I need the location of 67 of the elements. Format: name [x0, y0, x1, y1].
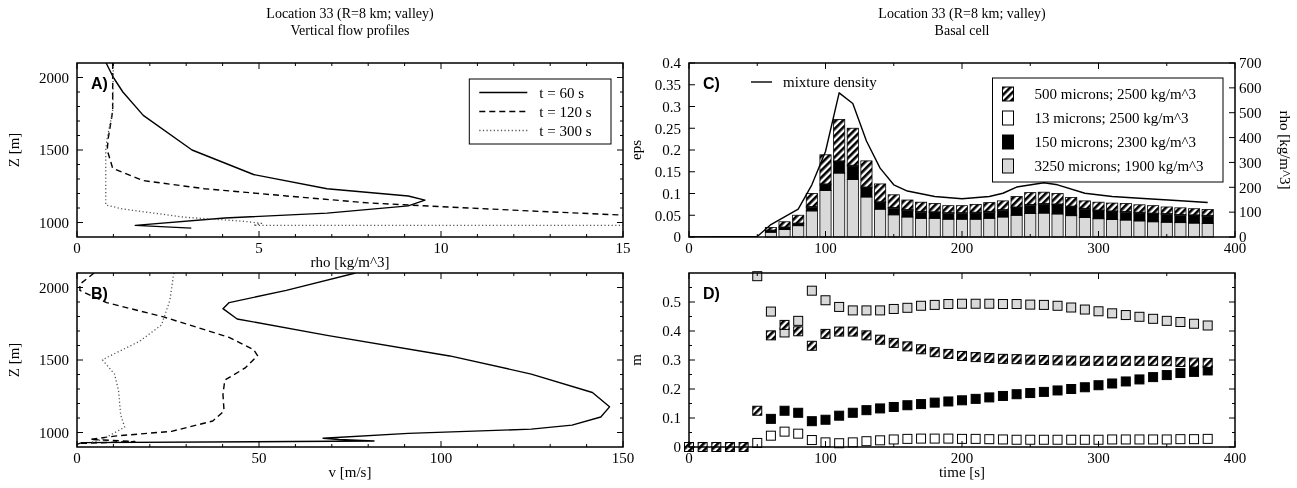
y-tick-label: 0.5 — [662, 294, 681, 311]
y-axis-title: Z [m] — [6, 132, 22, 168]
x-axis-title: rho [kg/m^3] — [310, 254, 390, 270]
legend-label: 150 microns; 2300 kg/m^3 — [1034, 134, 1197, 151]
y2-tick-label: 400 — [1239, 129, 1262, 146]
x-tick-label: 5 — [255, 240, 263, 256]
annotation: B) — [91, 285, 108, 302]
y-tick-label: 0.2 — [662, 381, 681, 398]
chart-title: Location 33 (R=8 km; valley) — [878, 6, 1046, 22]
x-tick-label: 200 — [950, 240, 974, 256]
y-tick-label: 1000 — [39, 424, 69, 441]
x-tick-label: 100 — [814, 450, 837, 466]
x-tick-label: 0 — [73, 240, 81, 256]
legend-label: mixture density — [783, 74, 878, 91]
x-axis-title: time [s] — [938, 464, 986, 480]
y-tick-label: 0.35 — [654, 77, 681, 93]
y-axis-title: m — [628, 353, 644, 366]
y-tick-label: 0.25 — [654, 120, 681, 137]
annotation: C) — [703, 75, 720, 92]
y-tick-label: 2000 — [39, 279, 69, 296]
x-axis-title: v [m/s] — [328, 464, 372, 480]
y2-tick-label: 200 — [1239, 179, 1262, 196]
legend-label: t = 120 s — [539, 103, 592, 120]
y2-axis-title: rho [kg/m^3] — [1277, 110, 1293, 190]
legend-label: t = 60 s — [539, 84, 585, 101]
x-tick-label: 50 — [251, 450, 267, 466]
y-tick-label: 0.1 — [662, 410, 681, 427]
y2-tick-label: 300 — [1239, 154, 1262, 171]
x-tick-label: 10 — [433, 240, 449, 256]
y-axis-title: eps — [628, 139, 644, 160]
y-tick-label: 2000 — [39, 69, 69, 86]
x-tick-label: 200 — [950, 450, 974, 466]
y2-tick-label: 600 — [1239, 80, 1262, 97]
x-tick-label: 15 — [615, 240, 631, 256]
x-tick-label: 150 — [611, 450, 635, 466]
x-tick-label: 300 — [1087, 240, 1110, 256]
chart-title: Location 33 (R=8 km; valley) — [266, 6, 434, 22]
x-tick-label: 300 — [1087, 450, 1110, 466]
legend-label: 13 microns; 2500 kg/m^3 — [1034, 110, 1189, 127]
legend-label: 3250 microns; 1900 kg/m^3 — [1034, 158, 1204, 175]
chart-subtitle: Basal cell — [934, 23, 990, 38]
y-tick-label: 0.3 — [662, 352, 681, 369]
chart-subtitle: Vertical flow profiles — [290, 23, 410, 38]
annotation: A) — [91, 75, 108, 92]
y2-tick-label: 100 — [1239, 204, 1262, 221]
y-tick-label: 0.3 — [662, 98, 681, 115]
x-tick-label: 400 — [1223, 450, 1247, 466]
x-tick-label: 0 — [73, 450, 81, 466]
x-tick-label: 100 — [814, 240, 837, 256]
y2-tick-label: 500 — [1239, 104, 1262, 121]
y-tick-label: 1500 — [39, 142, 69, 159]
y-tick-label: 0.15 — [654, 164, 681, 180]
y-tick-label: 1000 — [39, 214, 69, 231]
y-tick-label: 0.1 — [662, 185, 681, 202]
y-axis-title: Z [m] — [6, 342, 22, 378]
y-tick-label: 0.05 — [654, 207, 681, 224]
y2-tick-label: 700 — [1239, 55, 1262, 72]
x-tick-label: 100 — [429, 450, 453, 466]
y-tick-label: 0.2 — [662, 142, 681, 159]
y-tick-label: 0.4 — [662, 323, 682, 340]
annotation: D) — [703, 285, 720, 302]
legend-label: t = 300 s — [539, 122, 592, 139]
legend-label: 500 microns; 2500 kg/m^3 — [1034, 86, 1197, 103]
x-tick-label: 0 — [685, 240, 693, 256]
x-tick-label: 0 — [685, 450, 693, 466]
y-tick-label: 0.4 — [662, 55, 682, 72]
y-tick-label: 1500 — [39, 352, 69, 369]
